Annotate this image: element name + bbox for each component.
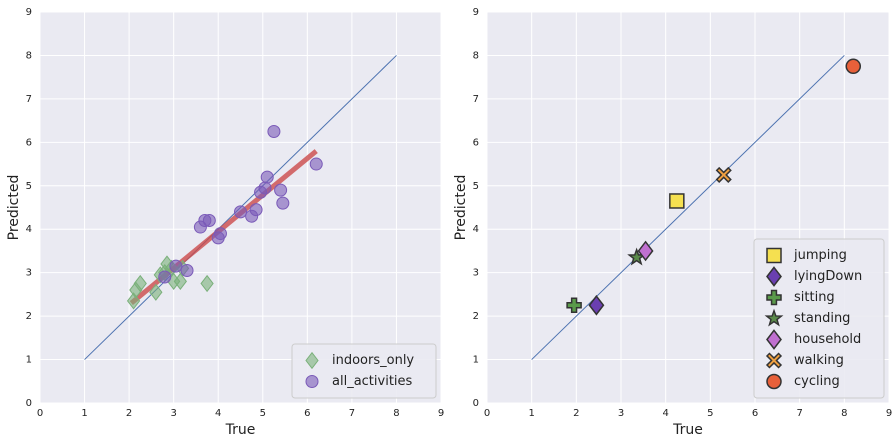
point: [274, 183, 288, 197]
point: [276, 196, 290, 210]
x-tick-label: 5: [260, 408, 266, 419]
point: [234, 205, 247, 219]
y-tick-label: 7: [473, 94, 479, 105]
x-tick-label: 0: [37, 408, 43, 419]
x-tick-label: 8: [393, 408, 399, 419]
point: [173, 272, 187, 290]
x-tick-label: 2: [126, 408, 132, 419]
point: [202, 214, 216, 228]
y-tick-label: 3: [473, 268, 479, 279]
x-tick-label: 6: [304, 408, 310, 419]
point: [637, 240, 654, 262]
y-tick-label: 2: [473, 311, 479, 322]
x-tick-label: 4: [215, 408, 221, 419]
legend: [291, 343, 437, 399]
x-tick-label: 6: [752, 408, 758, 419]
y-tick-label: 1: [26, 355, 32, 366]
legend-label: indoors_only: [332, 353, 414, 368]
y-tick-label: 5: [473, 181, 479, 192]
y-tick-label: 0: [473, 398, 479, 409]
y-tick-label: 4: [473, 224, 479, 235]
point: [213, 227, 227, 241]
legend-label: walking: [794, 353, 844, 368]
legend-marker: [766, 373, 782, 390]
point: [149, 283, 163, 301]
y-tick-label: 9: [473, 7, 479, 18]
x-axis-label: True: [225, 422, 256, 438]
y-tick-label: 6: [26, 137, 32, 148]
x-tick-label: 9: [438, 408, 444, 419]
legend-marker: [765, 352, 783, 369]
point: [258, 181, 272, 195]
x-tick-label: 9: [886, 408, 892, 419]
y-tick-label: 3: [26, 268, 32, 279]
legend-marker: [766, 247, 782, 264]
legend-label: all_activities: [332, 374, 413, 389]
legend-marker: [766, 289, 782, 306]
legend-label: lyingDown: [794, 269, 862, 284]
legend-marker: [305, 375, 319, 388]
point: [133, 274, 147, 293]
x-tick-label: 1: [528, 408, 534, 419]
legend-label: household: [794, 332, 861, 347]
legend-marker: [305, 351, 319, 370]
legend-marker: [764, 308, 784, 327]
x-axis-label: True: [672, 422, 703, 438]
x-tick-label: 3: [618, 408, 624, 419]
point: [715, 166, 732, 183]
legend-label: standing: [794, 311, 850, 326]
point: [588, 294, 605, 316]
line: [531, 55, 845, 360]
y-tick-label: 0: [26, 398, 32, 409]
point: [566, 297, 582, 313]
legend: [753, 238, 885, 399]
x-tick-label: 5: [707, 408, 713, 419]
y-tick-label: 8: [473, 50, 479, 61]
y-tick-label: 1: [473, 355, 479, 366]
y-axis-label: Predicted: [6, 175, 22, 241]
point: [169, 259, 183, 273]
x-tick-label: 7: [349, 408, 355, 419]
x-tick-label: 0: [484, 408, 490, 419]
y-tick-label: 4: [26, 224, 32, 235]
y-tick-label: 2: [26, 311, 32, 322]
point: [249, 203, 263, 217]
x-tick-label: 2: [573, 408, 579, 419]
point: [200, 274, 214, 293]
legend-label: sitting: [794, 290, 835, 305]
point: [669, 193, 685, 209]
legend-marker: [766, 329, 782, 350]
y-tick-label: 6: [473, 137, 479, 148]
legend-label: jumping: [793, 248, 847, 263]
point: [845, 58, 862, 75]
x-tick-label: 8: [841, 408, 847, 419]
point: [260, 170, 274, 184]
y-tick-label: 8: [26, 50, 32, 61]
y-tick-label: 5: [26, 181, 32, 192]
legend-label: cycling: [794, 374, 840, 389]
x-tick-label: 3: [170, 408, 176, 419]
legend-marker: [766, 266, 782, 287]
x-tick-label: 1: [81, 408, 87, 419]
x-tick-label: 4: [662, 408, 668, 419]
y-axis-label: Predicted: [453, 175, 469, 241]
y-tick-label: 7: [26, 94, 32, 105]
x-tick-label: 7: [796, 408, 802, 419]
point: [267, 124, 281, 138]
point: [309, 157, 323, 171]
point: [180, 263, 194, 277]
point: [158, 270, 172, 284]
y-tick-label: 9: [26, 7, 32, 18]
